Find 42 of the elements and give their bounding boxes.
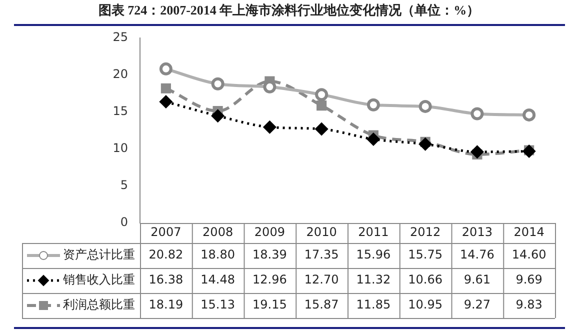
chart-title: 图表 724：2007-2014 年上海市涂料行业地位变化情况（单位：%）	[98, 2, 480, 18]
data-label: 11.85	[356, 298, 391, 312]
x-tick-label: 2011	[358, 225, 389, 240]
data-label: 14.76	[460, 248, 494, 262]
x-tick-label: 2009	[254, 225, 285, 240]
x-tick-label: 2014	[514, 225, 544, 240]
data-label: 9.61	[464, 272, 491, 287]
legend-label: 资产总计比重	[63, 248, 135, 262]
y-tick-label: 25	[112, 30, 128, 44]
y-tick-label: 20	[112, 67, 128, 82]
data-label: 11.32	[356, 272, 391, 287]
data-label: 20.82	[148, 248, 184, 262]
data-label: 15.75	[408, 248, 442, 262]
x-tick-label: 2007	[150, 225, 182, 240]
y-tick-label: 15	[112, 104, 128, 118]
data-label: 9.69	[516, 272, 542, 287]
data-label: 12.96	[252, 272, 287, 287]
data-label: 16.38	[148, 272, 184, 287]
data-label: 17.35	[304, 248, 339, 262]
y-tick-label: 0	[120, 215, 128, 230]
data-label: 15.96	[356, 248, 391, 262]
data-label: 10.95	[408, 298, 442, 312]
data-label: 15.13	[200, 298, 235, 312]
data-label: 9.27	[464, 298, 491, 312]
y-tick-label: 10	[112, 141, 128, 156]
data-label: 14.60	[512, 248, 546, 262]
x-tick-label: 2013	[462, 225, 492, 240]
data-label: 15.87	[304, 298, 339, 312]
data-label: 12.70	[304, 272, 339, 287]
data-label: 18.80	[200, 248, 235, 262]
data-label: 14.48	[200, 272, 235, 287]
x-tick-label: 2010	[306, 225, 337, 240]
x-tick-label: 2008	[202, 225, 234, 240]
data-label: 18.19	[148, 298, 184, 312]
legend-label: 利润总额比重	[63, 298, 135, 312]
legend-label: 销售收入比重	[62, 272, 135, 287]
data-label: 19.15	[252, 298, 287, 312]
y-tick-label: 5	[120, 178, 128, 192]
data-label: 9.83	[516, 298, 542, 312]
x-tick-label: 2012	[410, 225, 441, 240]
data-label: 10.66	[408, 272, 442, 287]
data-label: 18.39	[252, 248, 287, 262]
